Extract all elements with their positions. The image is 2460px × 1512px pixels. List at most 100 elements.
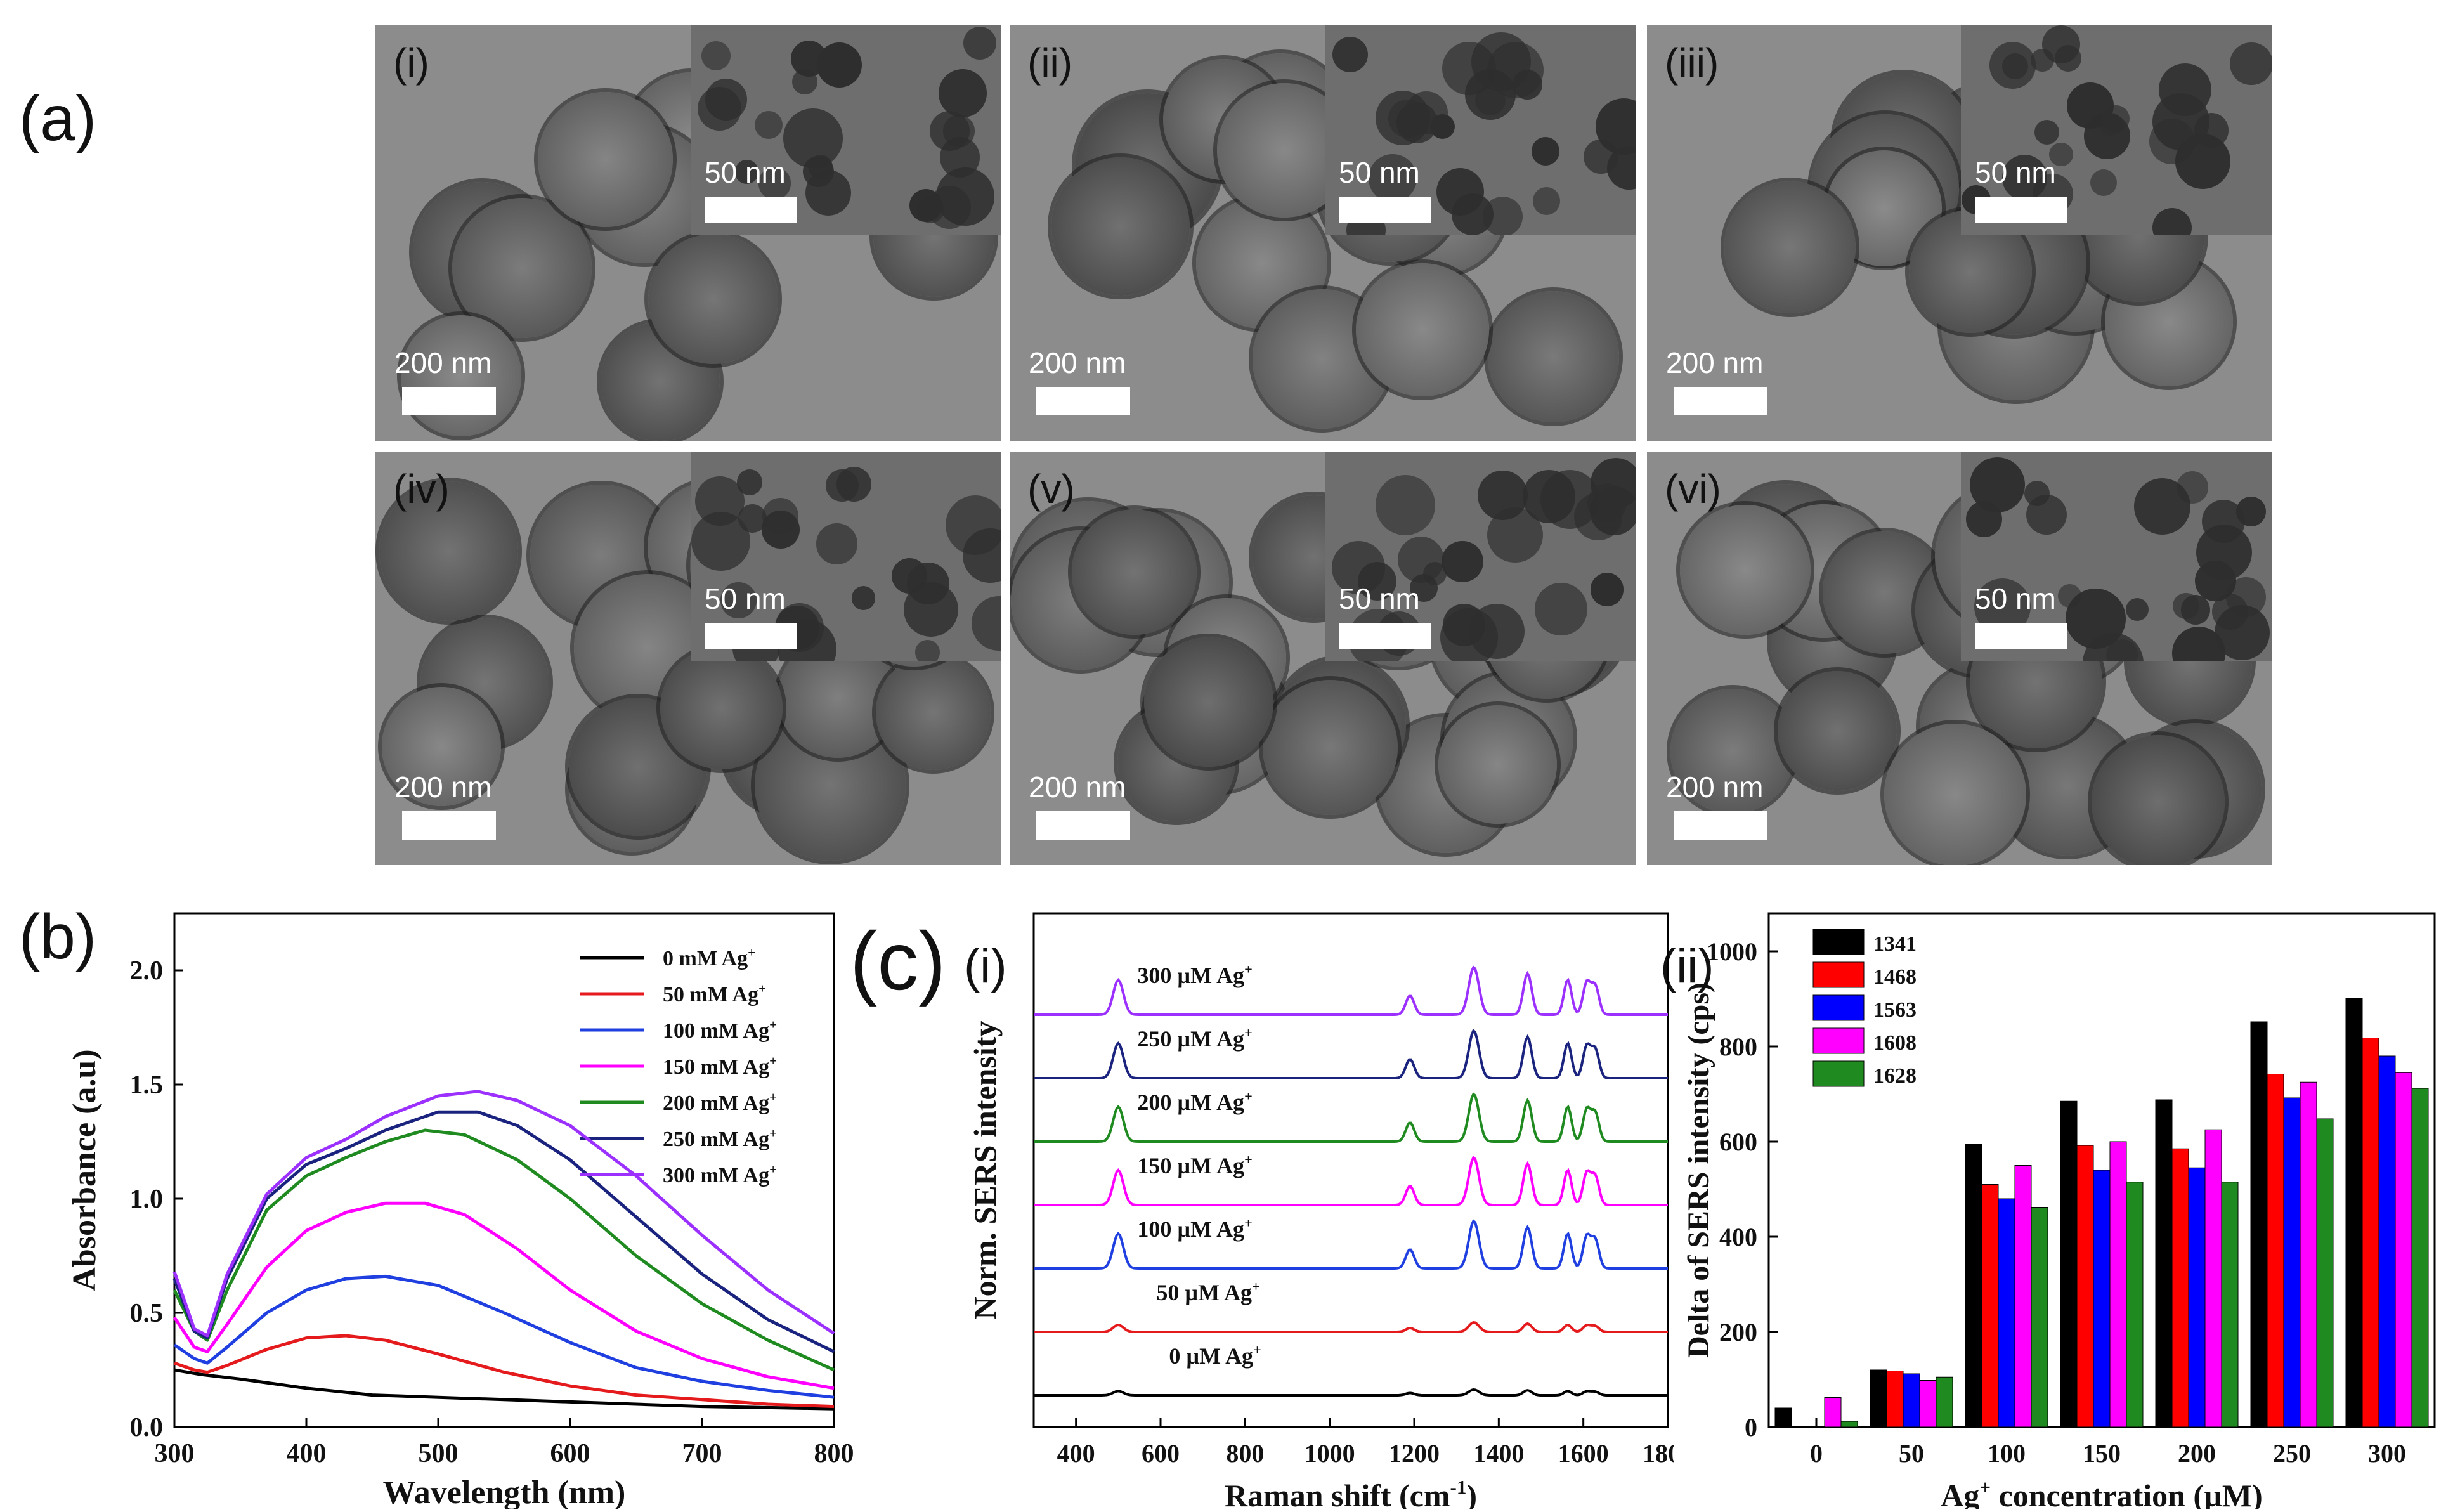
bar-1608: [2204, 1129, 2222, 1428]
inset-particle: [904, 582, 959, 637]
y-axis-label: Delta of SERS intensity (cps): [1682, 982, 1715, 1358]
panel-label-c-i: (i): [964, 939, 1007, 993]
tem-image: 50 nm (v) 200 nm: [1010, 452, 1636, 865]
tem-panel-label: (vi): [1665, 466, 1721, 512]
nanoparticle-sphere: [400, 315, 522, 436]
bar-1628: [2221, 1182, 2239, 1428]
bar-1608: [2395, 1072, 2412, 1428]
bar-1341: [2155, 1099, 2173, 1428]
legend-label: 250 mM Ag+: [663, 1125, 777, 1151]
bar-1608: [2014, 1165, 2032, 1428]
x-tick-label: 600: [550, 1439, 590, 1468]
inset-particle: [2001, 53, 2028, 80]
inset-particle: [720, 582, 757, 618]
legend-label: 1608: [1873, 1031, 1917, 1055]
inset-scale-bar: [705, 197, 797, 223]
nanoparticle-sphere: [452, 198, 592, 338]
y-tick-label: 800: [1719, 1033, 1757, 1061]
tem-image: 50 nm (vi) 200 nm: [1647, 452, 2272, 865]
inset-particle: [816, 42, 862, 88]
y-tick-label: 1.0: [130, 1185, 164, 1214]
nanoparticle-sphere: [1071, 509, 1197, 635]
inset-particle: [1535, 583, 1587, 635]
inset-particle: [754, 111, 783, 140]
bar-1563: [2378, 1055, 2396, 1428]
bar-1468: [2267, 1074, 2284, 1428]
main-scale-label: 200 nm: [1666, 771, 1764, 804]
absorbance-series-line: [172, 1201, 835, 1390]
sers-bar-chart: 0 200 400 600 800 1000 0 50 100 150 200 250 300 Ag+ c…: [1682, 912, 2436, 1509]
main-scale-bar: [402, 811, 496, 840]
x-tick-label: 1200: [1389, 1439, 1440, 1468]
x-tick-label: 200: [2178, 1439, 2216, 1468]
inset-particle: [915, 640, 940, 661]
x-tick-label: 1800: [1643, 1439, 1674, 1468]
inset-particle: [2041, 25, 2080, 63]
bar-1468: [1886, 1371, 1904, 1428]
spectrum-label: 150 µM Ag+: [1137, 1152, 1252, 1178]
inset-scale-bar: [1339, 197, 1431, 223]
inset-particle: [927, 185, 972, 230]
nanoparticle-sphere: [876, 655, 991, 770]
nanoparticle-sphere: [382, 687, 502, 807]
bar-1341: [1870, 1369, 1887, 1428]
inset-particle: [972, 596, 1001, 651]
nanoparticle-sphere: [1262, 679, 1398, 815]
sers-spectrum-line: [1034, 1156, 1668, 1206]
x-tick-label: 250: [2273, 1439, 2311, 1468]
nanoparticle-sphere: [1051, 157, 1190, 296]
y-tick-label: 1000: [1707, 937, 1757, 966]
inset-particle: [803, 155, 834, 187]
x-tick-label: 100: [1988, 1439, 2026, 1468]
bar-1608: [2109, 1141, 2127, 1428]
legend-label: 0 mM Ag+: [663, 944, 755, 970]
bar-1628: [1840, 1421, 1858, 1428]
bar-1608: [2300, 1081, 2317, 1428]
inset-particle: [1332, 37, 1369, 72]
tem-image: 50 nm (iv) 200 nm: [375, 452, 1001, 865]
inset-particle: [1369, 154, 1417, 202]
nanoparticle-sphere: [1724, 181, 1856, 314]
bar-1608: [1919, 1380, 1937, 1428]
inset-scale-label: 50 nm: [705, 582, 786, 615]
x-tick-label: 600: [1142, 1439, 1180, 1468]
inset-particle: [1483, 197, 1523, 235]
legend-label: 100 mM Ag+: [663, 1017, 777, 1043]
inset-particle: [2173, 592, 2199, 620]
inset-scale-label: 50 nm: [1339, 156, 1420, 189]
inset-particle: [939, 137, 980, 178]
nanoparticle-sphere: [1884, 724, 2027, 865]
plot-frame: [1032, 912, 1669, 1428]
main-scale-label: 200 nm: [1029, 346, 1126, 379]
bar-1341: [2345, 998, 2363, 1428]
nanoparticle-sphere: [379, 481, 519, 621]
y-tick-label: 2.0: [130, 956, 164, 986]
spectrum-label: 0 µM Ag+: [1169, 1342, 1261, 1369]
nanoparticle-sphere: [1144, 637, 1273, 767]
tem-inset-zoom: 50 nm: [691, 452, 1001, 661]
legend-label: 1628: [1873, 1064, 1917, 1088]
x-axis-label: Ag+ concentration (µM): [1941, 1476, 2262, 1509]
main-scale-label: 200 nm: [394, 771, 492, 804]
inset-particle: [1440, 608, 1499, 661]
sers-spectrum-line: [1034, 1029, 1668, 1079]
inset-particle: [2152, 208, 2192, 235]
bar-1628: [2126, 1182, 2144, 1428]
main-scale-label: 200 nm: [1029, 771, 1126, 804]
y-tick-label: 0.5: [130, 1299, 164, 1328]
inset-particle: [1442, 540, 1483, 583]
x-axis-label: Raman shift (cm-1): [1225, 1476, 1477, 1509]
legend-label: 300 mM Ag+: [663, 1161, 777, 1187]
y-tick-label: 600: [1719, 1128, 1757, 1156]
absorbance-series-line: [174, 1334, 835, 1409]
main-scale-bar: [1036, 811, 1130, 840]
legend-swatch: [1812, 1060, 1865, 1087]
legend-label: 1341: [1873, 932, 1917, 956]
y-tick-label: 0.0: [130, 1413, 164, 1442]
bar-1563: [1903, 1373, 1920, 1428]
main-scale-bar: [1674, 387, 1767, 415]
inset-scale-bar: [1339, 623, 1431, 649]
legend-label: 1468: [1873, 965, 1917, 989]
tem-inset-zoom: 50 nm: [691, 25, 1001, 235]
x-tick-label: 300: [2368, 1439, 2406, 1468]
